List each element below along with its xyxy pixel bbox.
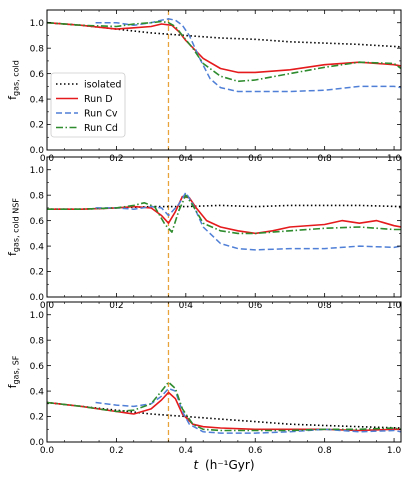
x-tick-label: 0.2 (109, 446, 123, 456)
legend: isolated Run D Run Cv Run Cd (50, 72, 126, 138)
panel-frame (46, 156, 402, 298)
y-axis-label-sub: gas, cold (12, 60, 21, 96)
y-axis-label: fgas, SF (6, 355, 21, 388)
svg-text:t (h⁻¹Gyr): t (h⁻¹Gyr) (194, 458, 255, 472)
x-tick-label: 0.4 (179, 446, 194, 456)
y-tick-label: 0.2 (30, 413, 44, 423)
series-run_cd (47, 20, 401, 83)
y-axis-label: fgas, cold (6, 60, 21, 100)
x-tick-label: 0.8 (317, 446, 332, 456)
y-tick-label: 0.4 (30, 387, 45, 397)
y-tick-label: 0.8 (30, 44, 45, 54)
y-tick-label: 0.4 (30, 242, 45, 252)
legend-box (50, 72, 126, 138)
series-isolated (47, 204, 401, 210)
panel-3: 0.0 0.2 0.4 0.6 0.8 1.0 0.0 0.2 0.4 0.6 0.8 1.0 fgas… (6, 301, 402, 456)
x-axis-label: t (h⁻¹Gyr) (194, 458, 255, 472)
series-group (47, 191, 401, 251)
legend-label-run_d: Run D (84, 94, 113, 105)
y-tick-label: 0.8 (30, 191, 45, 201)
y-axis-label: fgas, cold NSF (6, 198, 21, 256)
x-tick-label: 0.0 (40, 446, 55, 456)
legend-label-run_cv: Run Cv (84, 108, 118, 119)
series-run_cd (47, 194, 401, 235)
y-tick-label: 0.0 (30, 438, 45, 448)
y-tick-label: 0.2 (30, 121, 44, 131)
y-axis-label-main: f (6, 95, 19, 100)
y-tick-label: 0.0 (30, 146, 45, 156)
series-run_cd (47, 381, 401, 432)
series-group (47, 381, 401, 434)
y-axis-label-sub: gas, cold NSF (12, 198, 21, 252)
y-tick-label: 0.6 (30, 70, 45, 80)
series-isolated (47, 401, 401, 429)
panel-frame (46, 301, 402, 443)
series-run_cv (95, 387, 401, 434)
y-tick-label: 1.0 (30, 311, 45, 321)
y-axis-label-main: f (6, 383, 19, 388)
y-tick-label: 0.0 (30, 293, 45, 303)
series-isolated (47, 21, 401, 48)
y-axis-label-main: f (6, 251, 19, 256)
series-run_d (47, 391, 401, 432)
series-run_d (47, 195, 401, 235)
x-tick-label: 0.6 (248, 446, 263, 456)
y-axis-label-sub: gas, SF (12, 355, 21, 384)
series-group (47, 18, 401, 93)
y-tick-label: 1.0 (30, 19, 45, 29)
legend-label-isolated: isolated (84, 79, 121, 90)
panels: 0.0 0.2 0.4 0.6 0.8 1.00.00.20.40.60.81.0fgas… (6, 9, 402, 456)
y-tick-label: 0.6 (30, 362, 45, 372)
y-tick-label: 0.6 (30, 217, 45, 227)
y-tick-label: 1.0 (30, 166, 45, 176)
x-axis-unit: (h⁻¹Gyr) (205, 458, 254, 472)
panel-2: 0.0 0.2 0.4 0.6 0.8 1.00.00.20.40.60.81.0fgas… (6, 156, 402, 311)
series-run_d (47, 21, 401, 74)
x-axis-symbol: t (194, 458, 200, 472)
panel-frame (46, 9, 402, 151)
series-run_cv (95, 191, 401, 251)
y-tick-label: 0.4 (30, 95, 45, 105)
legend-label-run_cd: Run Cd (84, 123, 118, 134)
y-tick-label: 0.2 (30, 268, 44, 278)
y-tick-label: 0.8 (30, 336, 45, 346)
x-tick-label: 1.0 (387, 446, 402, 456)
